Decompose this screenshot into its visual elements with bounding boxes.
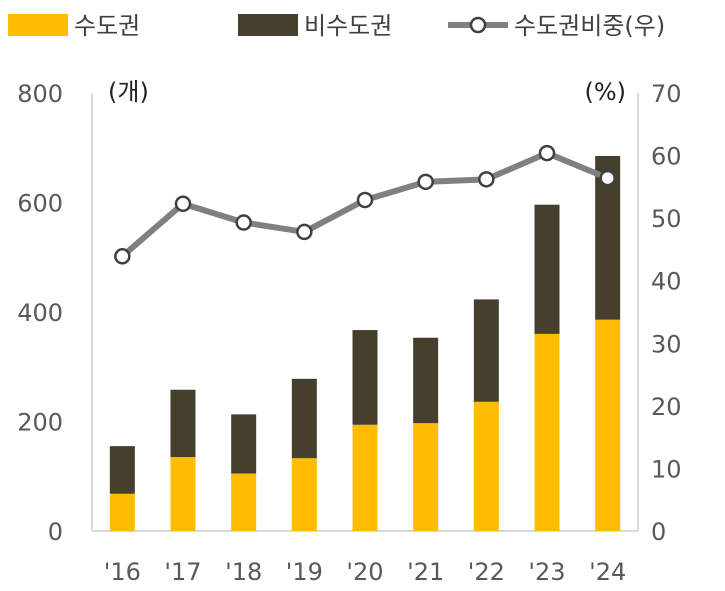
- right-tick-label: 60: [651, 143, 682, 171]
- capital-share-marker: [599, 169, 616, 187]
- bar-non-capital-area: [109, 446, 135, 494]
- right-tick-label: 0: [651, 518, 666, 546]
- bar-non-capital-area: [473, 299, 499, 402]
- bar-non-capital-area: [413, 337, 439, 424]
- bar-capital-area: [534, 333, 560, 531]
- bar-capital-area: [231, 473, 257, 531]
- right-axis-unit: (%): [584, 78, 626, 106]
- bar-capital-area: [413, 423, 439, 531]
- bar-non-capital-area: [534, 204, 560, 334]
- bar-non-capital-area: [170, 389, 196, 458]
- capital-share-marker: [417, 173, 434, 191]
- left-axis-unit: (개): [108, 78, 149, 106]
- legend-marker: [469, 16, 487, 34]
- bar-capital-area: [170, 457, 196, 531]
- x-tick-label: '17: [164, 558, 201, 586]
- legend-label: 수도권비중(우): [514, 12, 665, 40]
- right-tick-label: 70: [651, 80, 682, 108]
- capital-share-marker: [114, 248, 131, 265]
- x-tick-label: '16: [104, 558, 141, 586]
- capital-share-marker: [174, 195, 192, 213]
- left-tick-label: 600: [17, 190, 63, 218]
- x-tick-label: '18: [225, 558, 262, 586]
- right-tick-label: 50: [651, 205, 682, 233]
- x-tick-label: '23: [528, 558, 565, 586]
- left-tick-label: 0: [48, 518, 63, 546]
- bar-capital-area: [473, 401, 499, 531]
- bar-capital-area: [352, 424, 378, 531]
- bar-capital-area: [291, 458, 317, 531]
- bars: [109, 155, 621, 531]
- bar-capital-area: [109, 493, 135, 531]
- legend-swatch: [8, 14, 68, 36]
- right-tick-label: 10: [651, 455, 682, 483]
- line-series: [114, 144, 616, 265]
- capital-share-marker: [478, 171, 495, 188]
- capital-share-marker: [356, 191, 374, 209]
- x-tick-label: '24: [589, 558, 626, 586]
- x-tick-label: '21: [407, 558, 444, 586]
- left-tick-label: 800: [17, 80, 63, 108]
- capital-share-marker: [235, 214, 252, 231]
- bar-non-capital-area: [231, 414, 257, 474]
- bar-capital-area: [595, 319, 621, 531]
- legend-swatch: [238, 14, 298, 36]
- right-tick-label: 20: [651, 393, 682, 421]
- capital-share-marker: [296, 223, 313, 241]
- capital-share-marker: [538, 144, 556, 162]
- x-tick-label: '20: [346, 558, 383, 586]
- left-tick-label: 200: [17, 409, 63, 437]
- x-tick-label: '22: [468, 558, 505, 586]
- legend: 수도권 비수도권 수도권비중(우): [8, 12, 665, 40]
- tick-labels: 0 200 400 600 800 0 10 20 30 40 50 60 70 '16 '17 '18 '19…: [17, 80, 681, 586]
- legend-label: 비수도권: [304, 12, 392, 40]
- left-tick-label: 400: [17, 299, 63, 327]
- bar-non-capital-area: [291, 378, 317, 459]
- bar-non-capital-area: [352, 330, 378, 425]
- right-tick-label: 30: [651, 330, 682, 358]
- x-tick-label: '19: [286, 558, 323, 586]
- right-tick-label: 40: [651, 268, 682, 296]
- legend-label: 수도권: [74, 12, 140, 40]
